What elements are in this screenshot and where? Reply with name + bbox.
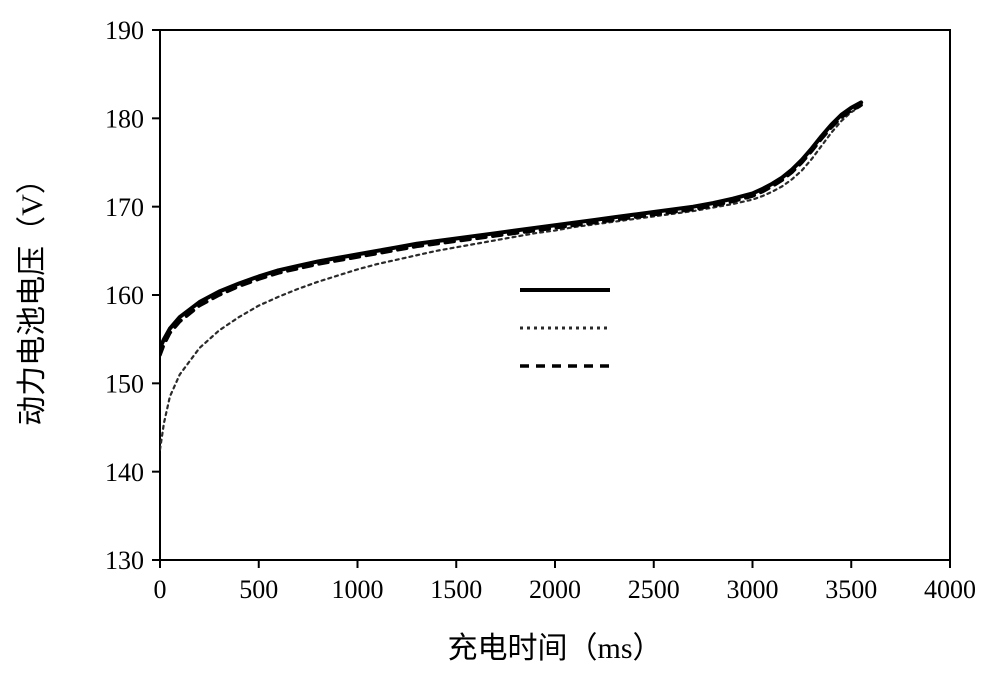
x-tick-label: 3000 xyxy=(727,575,779,604)
x-tick-label: 1000 xyxy=(332,575,384,604)
y-tick-label: 180 xyxy=(105,104,144,133)
x-tick-label: 1500 xyxy=(430,575,482,604)
x-tick-label: 2000 xyxy=(529,575,581,604)
y-tick-label: 190 xyxy=(105,16,144,45)
y-tick-label: 150 xyxy=(105,369,144,398)
chart-container: 0 500 1000 1500 2000 2500 3000 3500 4000 130 140 15… xyxy=(0,0,1000,676)
voltage-time-chart: 0 500 1000 1500 2000 2500 3000 3500 4000 130 140 15… xyxy=(0,0,1000,676)
y-tick-label: 160 xyxy=(105,281,144,310)
x-tick-label: 3500 xyxy=(825,575,877,604)
x-tick-label: 0 xyxy=(154,575,167,604)
x-tick-label: 4000 xyxy=(924,575,976,604)
y-tick-label: 170 xyxy=(105,193,144,222)
x-tick-label: 500 xyxy=(239,575,278,604)
y-tick-label: 140 xyxy=(105,458,144,487)
y-tick-label: 130 xyxy=(105,546,144,575)
x-axis-label: 充电时间（ms） xyxy=(447,632,662,665)
x-tick-label: 2500 xyxy=(628,575,680,604)
y-axis-label: 动力电池电压（V） xyxy=(16,164,49,426)
